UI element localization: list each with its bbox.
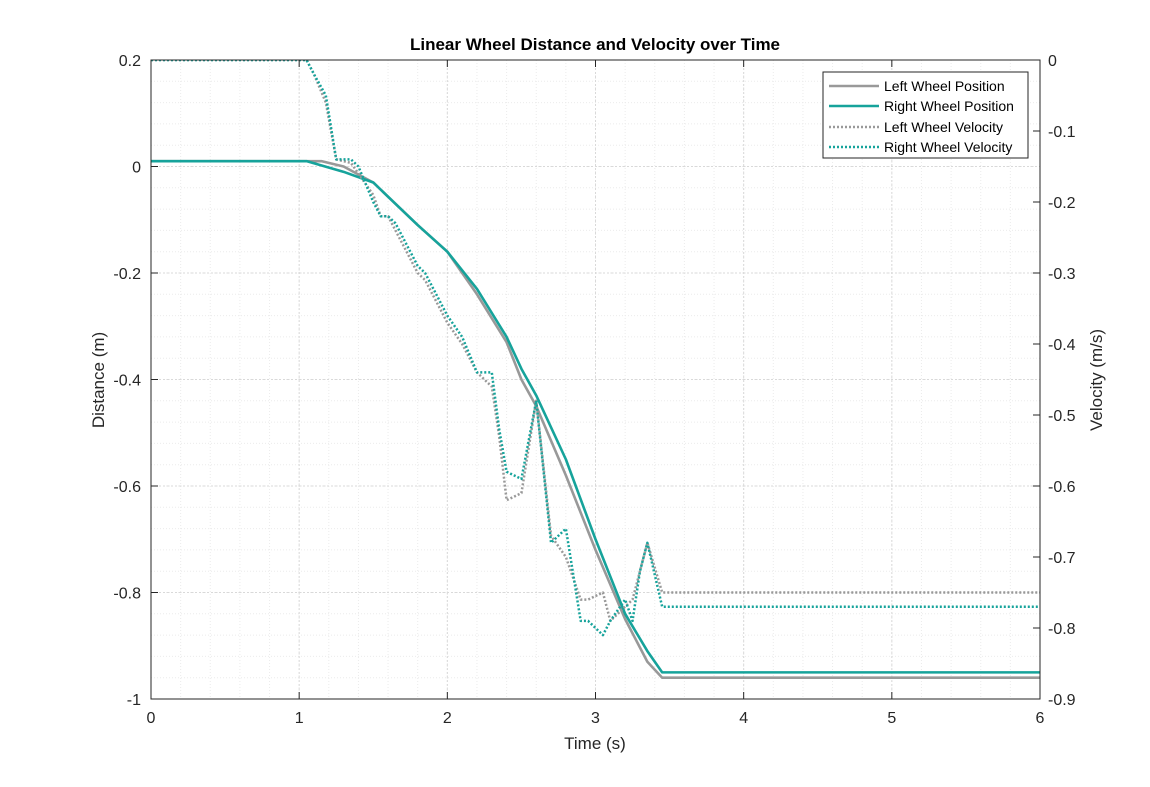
legend-label-right-position: Right Wheel Position	[884, 98, 1014, 114]
series-line-left-wheel-position	[151, 159, 1040, 680]
left-y-tick-label: 0.2	[119, 53, 141, 70]
right-y-tick-label: -0.8	[1048, 621, 1076, 638]
series-line-right-wheel-velocity	[151, 60, 1040, 637]
right-y-tick-label: -0.9	[1048, 692, 1076, 709]
right-y-tick-label: -0.1	[1048, 124, 1076, 141]
right-y-axis-ticks: -0.9 -0.8 -0.7 -0.6 -0.5 -0.4 -0.3 -0.2 -0.1 0	[1033, 53, 1076, 709]
left-y-axis-ticks: -1 -0.8 -0.6 -0.4 -0.2 0 0.2	[113, 53, 158, 709]
left-y-tick-label: -0.8	[113, 586, 141, 603]
left-y-tick-label: 0	[132, 160, 141, 177]
right-y-tick-label: -0.2	[1048, 195, 1076, 212]
x-tick-label: 1	[295, 710, 304, 727]
right-y-tick-label: -0.5	[1048, 408, 1076, 425]
x-axis-ticks: 0 1 2 3 4 5 6	[147, 60, 1045, 727]
right-y-tick-label: -0.6	[1048, 479, 1076, 496]
left-y-axis-label: Distance (m)	[89, 332, 108, 428]
legend-label-right-velocity: Right Wheel Velocity	[884, 139, 1012, 155]
legend: Left Wheel Position Right Wheel Position…	[822, 71, 1029, 159]
right-y-axis-label: Velocity (m/s)	[1087, 329, 1106, 431]
left-y-tick-label: -1	[127, 692, 141, 709]
x-axis-label: Time (s)	[564, 734, 626, 753]
series-line-right-wheel-position	[151, 159, 1040, 674]
right-y-tick-label: -0.4	[1048, 337, 1076, 354]
x-tick-label: 0	[147, 710, 156, 727]
series-layer	[151, 60, 1040, 680]
legend-label-left-position: Left Wheel Position	[884, 78, 1005, 94]
left-y-tick-label: -0.4	[113, 373, 141, 390]
chart-title: Linear Wheel Distance and Velocity over …	[410, 35, 780, 54]
x-tick-label: 4	[739, 710, 748, 727]
right-y-tick-label: -0.7	[1048, 550, 1076, 567]
right-y-tick-label: -0.3	[1048, 266, 1076, 283]
x-tick-label: 6	[1036, 710, 1045, 727]
left-y-tick-label: -0.6	[113, 479, 141, 496]
x-tick-label: 5	[887, 710, 896, 727]
x-tick-label: 3	[591, 710, 600, 727]
right-y-tick-label: 0	[1048, 53, 1057, 70]
left-y-tick-label: -0.2	[113, 266, 141, 283]
legend-label-left-velocity: Left Wheel Velocity	[884, 119, 1003, 135]
x-tick-label: 2	[443, 710, 452, 727]
